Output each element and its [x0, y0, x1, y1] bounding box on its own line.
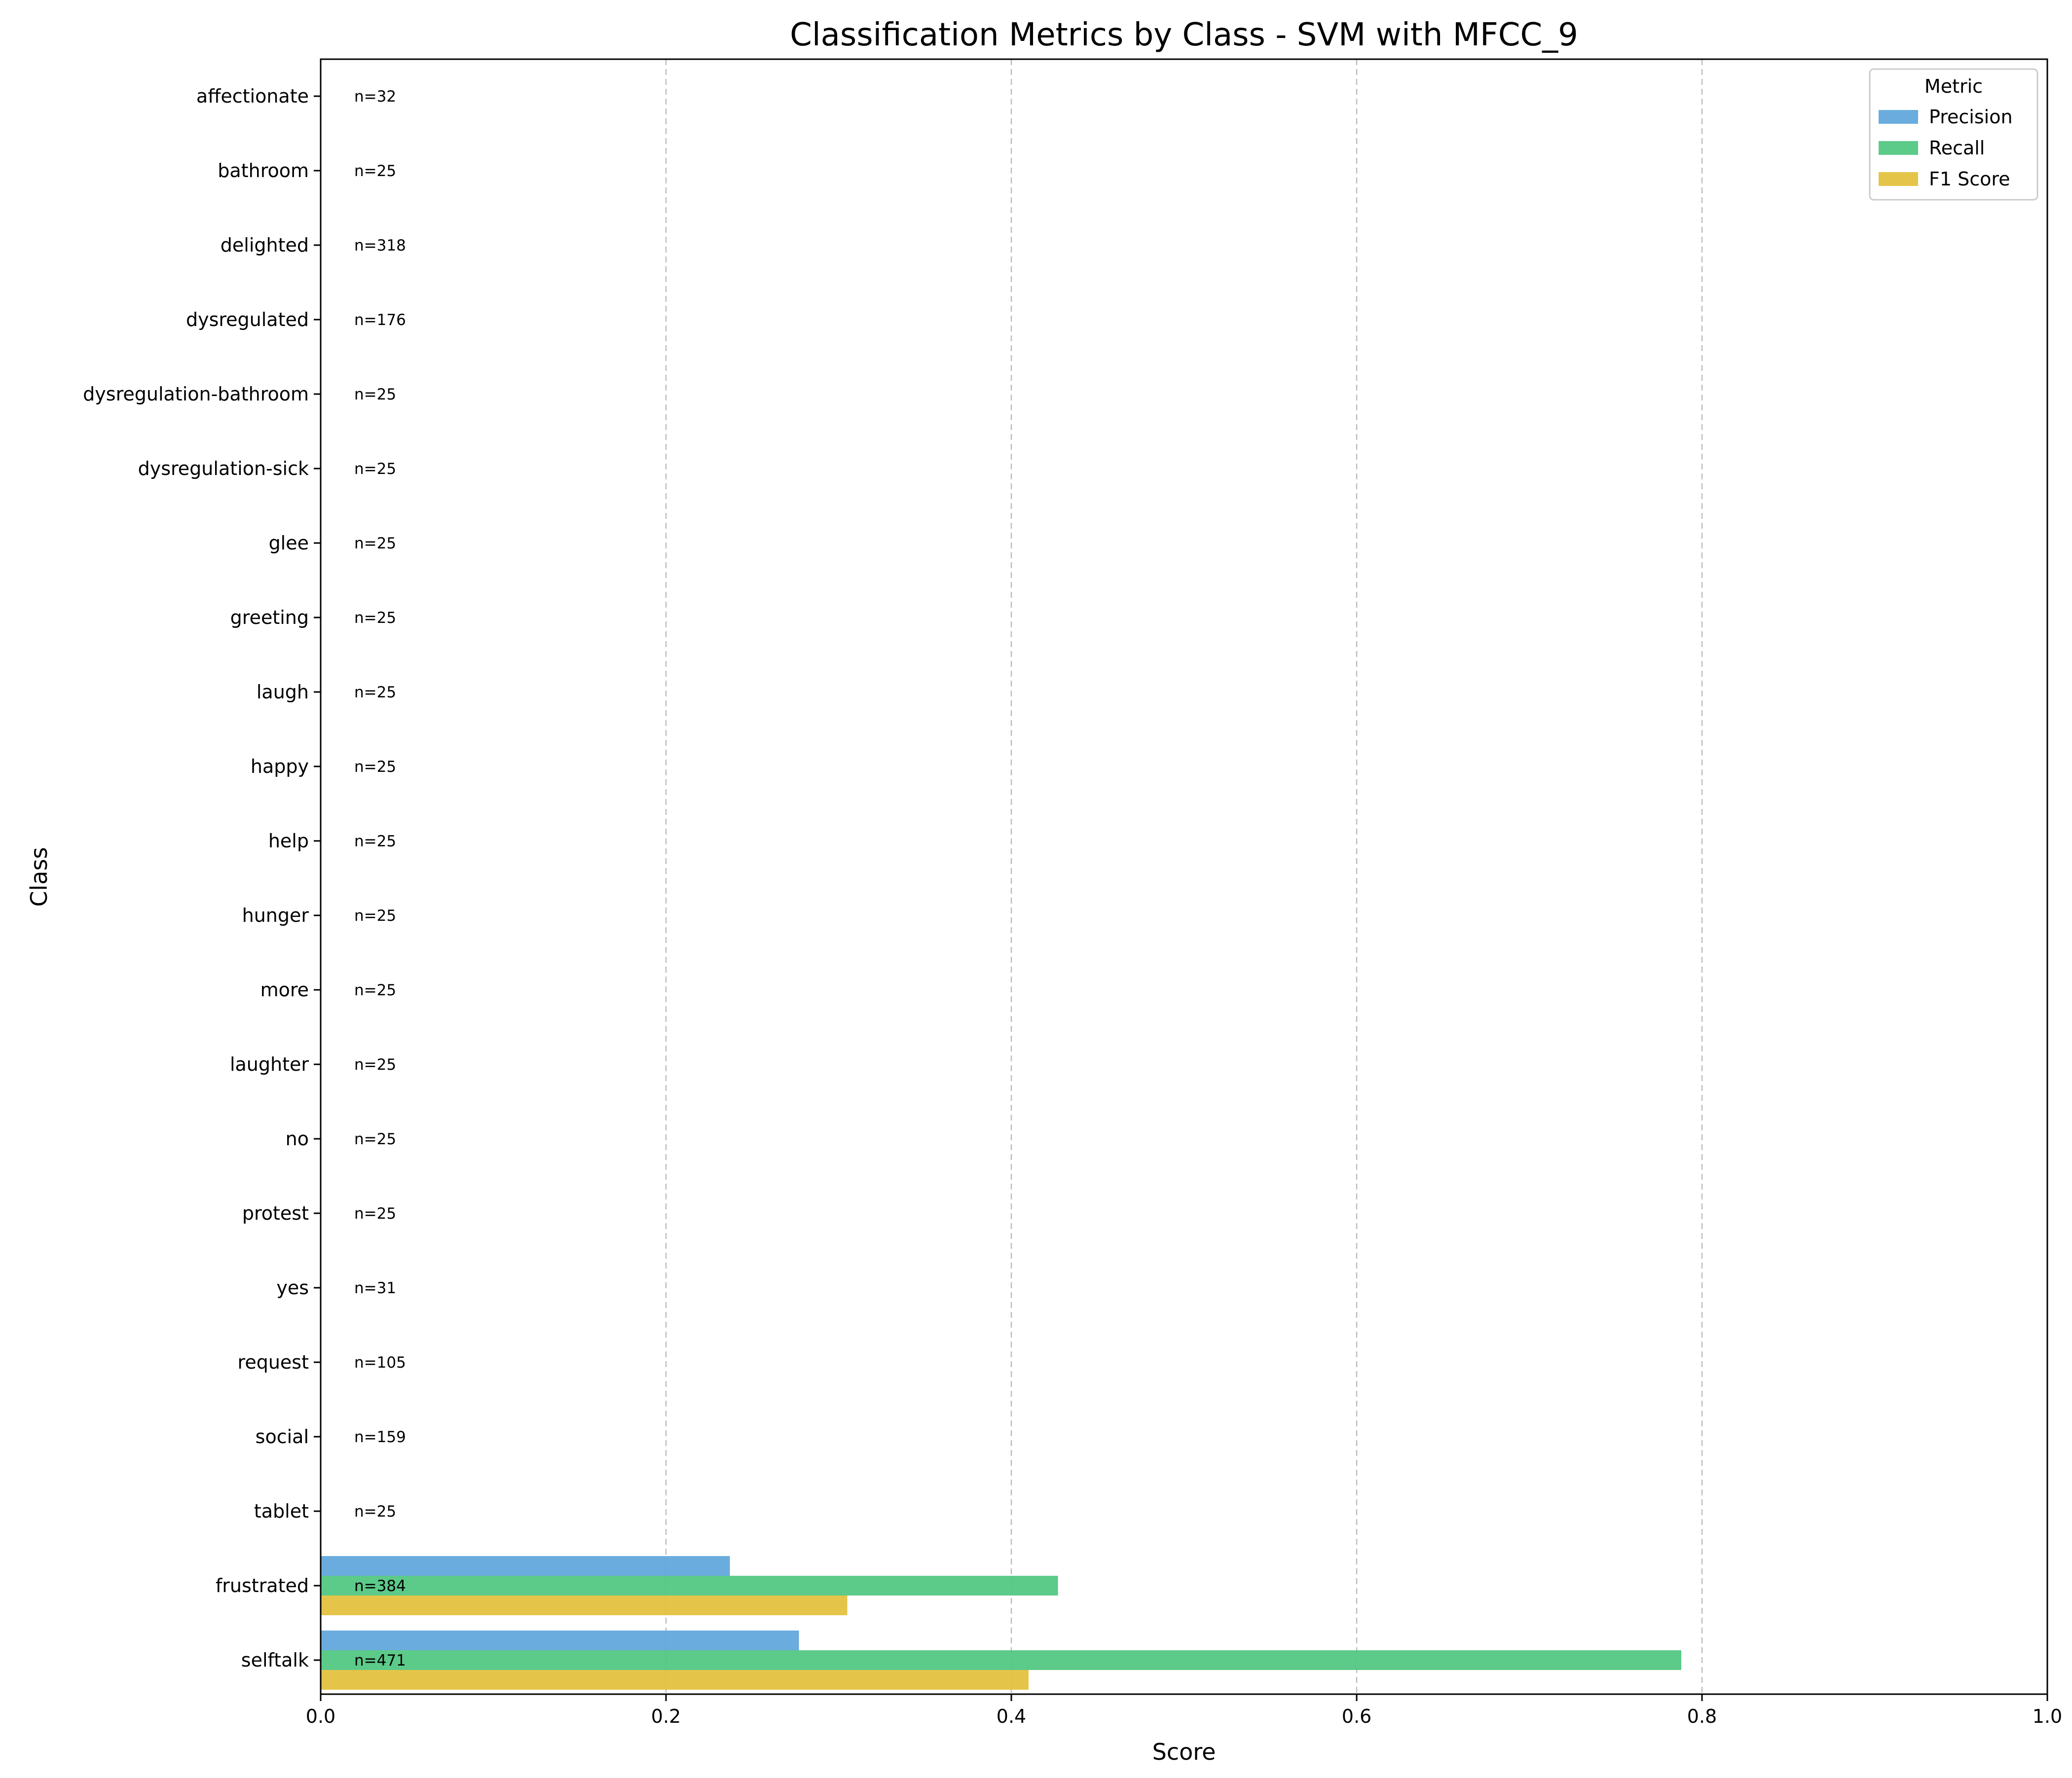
support-label: n=471: [354, 1652, 406, 1669]
plot-frame: [320, 58, 2048, 1695]
y-tick-label: laughter: [230, 1053, 309, 1075]
y-tick-label: frustrated: [216, 1575, 309, 1597]
support-label: n=32: [354, 88, 396, 106]
y-tick-label: help: [268, 830, 309, 852]
support-label: n=318: [354, 237, 406, 254]
support-label: n=25: [354, 609, 396, 627]
support-label: n=25: [354, 1205, 396, 1223]
x-tick-label: 0.8: [1687, 1705, 1717, 1727]
gridlines: [665, 59, 1703, 1694]
y-tick-label: social: [256, 1426, 309, 1448]
bar-recall: [321, 1576, 1058, 1596]
support-label: n=25: [354, 684, 396, 701]
legend-title: Metric: [1924, 75, 1983, 97]
bar-precision: [321, 1631, 799, 1650]
y-axis-label: Class: [26, 847, 52, 907]
x-tick-label: 0.2: [651, 1705, 681, 1727]
support-label: n=31: [354, 1279, 396, 1297]
y-tick-label: happy: [251, 756, 309, 777]
support-label: n=176: [354, 311, 406, 329]
support-label: n=25: [354, 758, 396, 776]
support-label: n=25: [354, 981, 396, 999]
y-tick-label: request: [238, 1351, 309, 1373]
bar-f1-score: [321, 1670, 1029, 1690]
x-tick-label: 0.6: [1342, 1705, 1371, 1727]
y-tick-label: yes: [276, 1277, 309, 1299]
support-label: n=384: [354, 1577, 406, 1595]
x-tick-label: 1.0: [2033, 1705, 2062, 1727]
y-tick-label: more: [260, 979, 309, 1001]
bar-precision: [321, 1556, 730, 1576]
support-label: n=25: [354, 535, 396, 552]
support-label: n=25: [354, 460, 396, 478]
legend-label: Precision: [1929, 106, 2013, 128]
support-label: n=25: [354, 907, 396, 925]
y-axis-ticks: affectionate bathroom delighted dysregulate…: [83, 85, 321, 1671]
y-tick-label: tablet: [254, 1500, 309, 1522]
x-tick-label: 0.4: [997, 1705, 1026, 1727]
support-label: n=25: [354, 1056, 396, 1074]
y-tick-label: dysregulated: [186, 309, 309, 330]
legend-swatch: [1879, 141, 1918, 155]
support-label: n=25: [354, 1130, 396, 1148]
support-label: n=25: [354, 1503, 396, 1521]
x-tick-label: 0.0: [306, 1705, 335, 1727]
support-labels: n=32 n=25 n=318 n=176 n=25 n=25 n=25 n=25 n=25 n=…: [354, 88, 406, 1669]
y-tick-label: dysregulation-bathroom: [83, 383, 309, 405]
legend-label: F1 Score: [1929, 168, 2010, 190]
legend-entries: Precision Recall F1 Score: [1879, 106, 2013, 190]
support-label: n=25: [354, 386, 396, 403]
y-tick-label: hunger: [242, 905, 309, 926]
chart-title: Classification Metrics by Class - SVM wi…: [790, 17, 1578, 53]
y-tick-label: greeting: [230, 607, 309, 628]
bars: [321, 1556, 1681, 1690]
legend-label: Recall: [1929, 137, 1985, 159]
legend-swatch: [1879, 172, 1918, 186]
support-label: n=25: [354, 833, 396, 850]
y-tick-label: bathroom: [218, 160, 309, 181]
bar-f1-score: [321, 1596, 848, 1615]
legend-frame: [1869, 68, 2038, 201]
bar-recall: [321, 1650, 1681, 1670]
support-label: n=159: [354, 1428, 406, 1446]
y-tick-label: selftalk: [241, 1649, 309, 1671]
support-label: n=105: [354, 1354, 406, 1372]
support-label: n=25: [354, 162, 396, 180]
legend: Metric Precision Recall F1 Score: [1869, 68, 2038, 201]
legend-swatch: [1879, 110, 1918, 124]
y-tick-label: affectionate: [196, 85, 309, 107]
x-axis-label: Score: [1152, 1739, 1216, 1765]
y-tick-label: laugh: [257, 681, 309, 703]
y-tick-label: no: [286, 1128, 309, 1150]
y-tick-label: dysregulation-sick: [138, 458, 309, 479]
y-tick-label: delighted: [221, 234, 309, 256]
y-tick-label: protest: [242, 1202, 309, 1224]
x-axis-ticks: 0.0 0.2 0.4 0.6 0.8 1.0: [306, 1694, 2062, 1727]
y-tick-label: glee: [269, 532, 309, 554]
